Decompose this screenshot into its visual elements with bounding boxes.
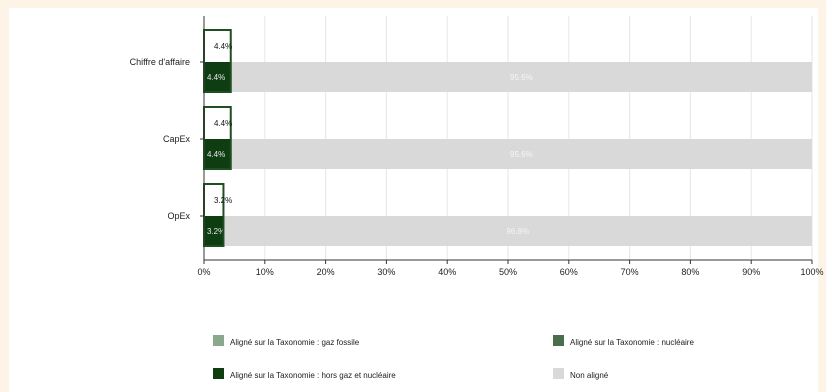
x-tick-label: 60%	[560, 267, 578, 277]
x-tick-label: 100%	[800, 267, 823, 277]
x-tick-label: 40%	[438, 267, 456, 277]
bar-segment	[230, 139, 812, 169]
x-tick-label: 10%	[256, 267, 274, 277]
legend: Aligné sur la Taxonomie : gaz fossile Ali…	[213, 335, 694, 380]
category-label: CapEx	[163, 134, 191, 144]
aligned-value-label: 4.4%	[207, 150, 225, 159]
x-tick-label: 90%	[742, 267, 760, 277]
x-tick-label: 0%	[197, 267, 210, 277]
category-label: Chiffre d'affaire	[130, 57, 190, 67]
legend-swatch	[213, 368, 224, 379]
x-tick-label: 20%	[317, 267, 335, 277]
overlay-value-label: 4.4%	[214, 119, 232, 128]
x-tick-label: 80%	[681, 267, 699, 277]
bar-segment	[223, 216, 812, 246]
overlay-value-label: 4.4%	[214, 42, 232, 51]
legend-label: Non aligné	[570, 371, 609, 380]
legend-label: Aligné sur la Taxonomie : nucléaire	[570, 338, 694, 347]
category-label: OpEx	[167, 211, 190, 221]
legend-swatch	[553, 368, 564, 379]
x-tick-label: 70%	[621, 267, 639, 277]
aligned-value-label: 3.2%	[207, 227, 225, 236]
axes-group: 0% 10% 20% 30% 40% 50% 60% 70% 80% 90% 100% Chiffre…	[130, 16, 824, 277]
non-aligned-value-label: 95.6%	[510, 73, 533, 82]
non-aligned-value-label: 96.8%	[506, 227, 529, 236]
bar-segment	[230, 62, 812, 92]
overlay-value-label: 3.2%	[214, 196, 232, 205]
bar-segment	[204, 139, 231, 169]
legend-label: Aligné sur la Taxonomie : gaz fossile	[230, 338, 360, 347]
aligned-value-label: 4.4%	[207, 73, 225, 82]
non-aligned-value-label: 95.6%	[510, 150, 533, 159]
legend-swatch	[213, 335, 224, 346]
bar-segment	[204, 62, 231, 92]
legend-label: Aligné sur la Taxonomie : hors gaz et nu…	[230, 371, 396, 380]
x-tick-label: 30%	[377, 267, 395, 277]
x-tick-label: 50%	[499, 267, 517, 277]
legend-swatch	[553, 335, 564, 346]
bar-segment	[204, 216, 224, 246]
bars-group: 4.4% 95.6% 4.4% 4.4% 95.6% 4.4% 3.2% 96.8% 3.2%	[203, 29, 812, 247]
